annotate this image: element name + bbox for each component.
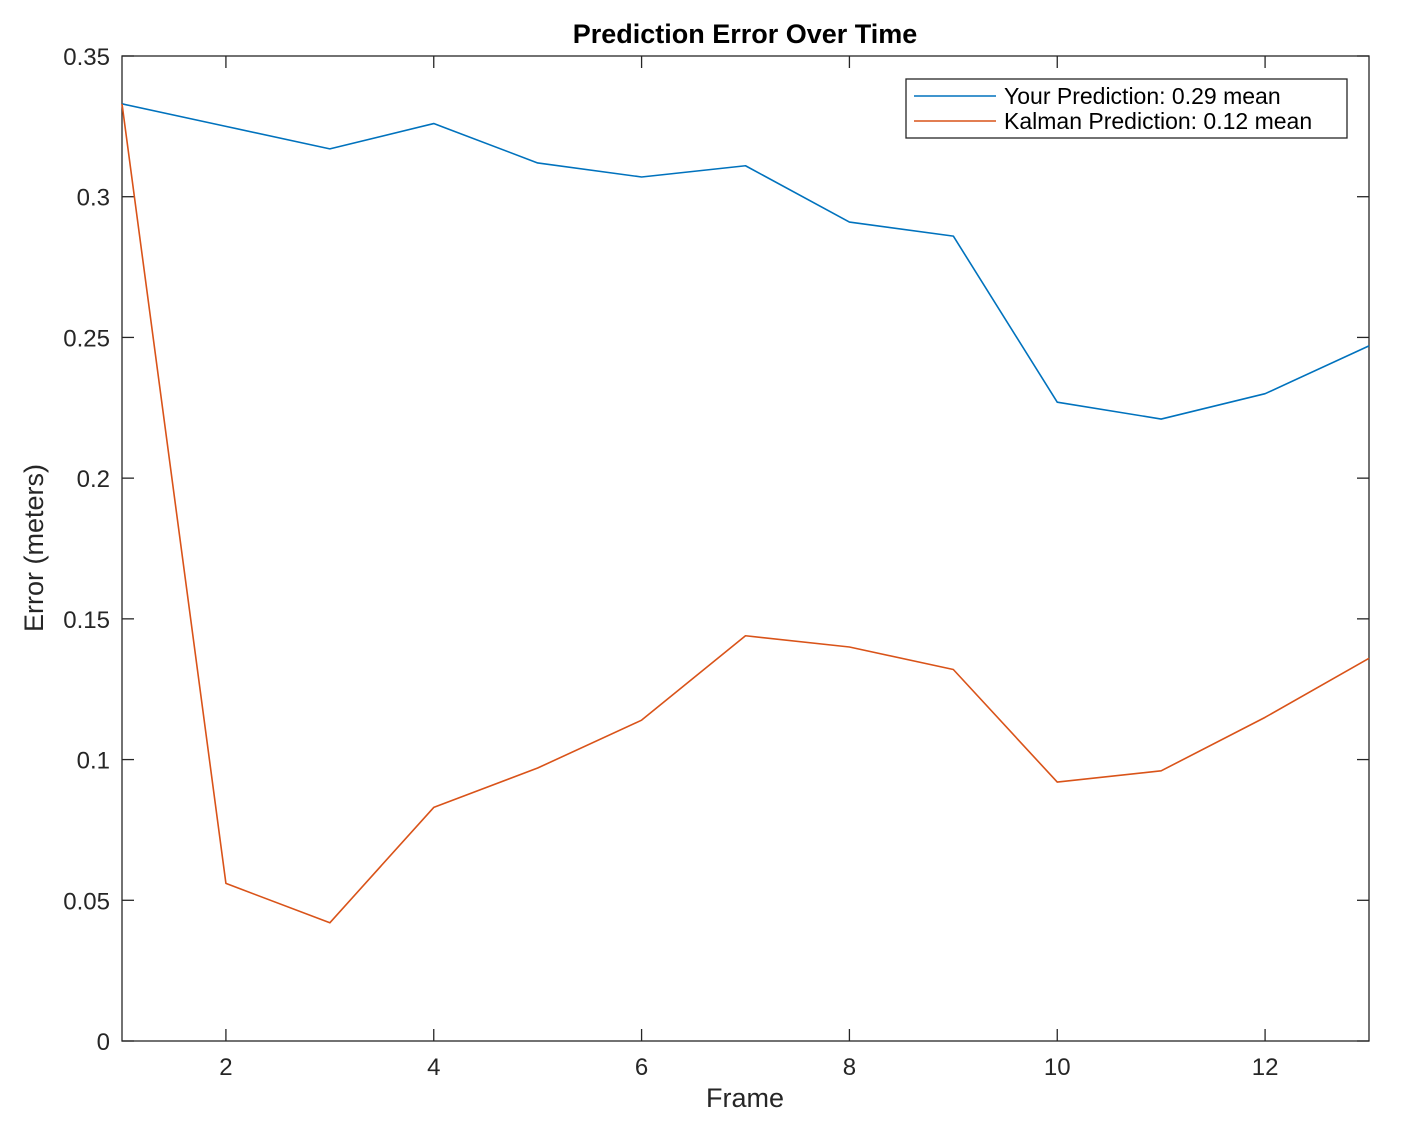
x-axis-label: Frame <box>706 1083 784 1113</box>
y-tick-label: 0.2 <box>77 466 110 493</box>
y-tick-label: 0.1 <box>77 748 110 775</box>
y-axis-label: Error (meters) <box>19 464 49 632</box>
legend-box <box>905 78 1348 139</box>
x-tick-label: 2 <box>219 1054 232 1081</box>
x-tick-label: 4 <box>427 1054 440 1081</box>
y-tick-label: 0.15 <box>63 607 110 634</box>
y-tick-label: 0.35 <box>63 44 110 71</box>
chart-title: Prediction Error Over Time <box>573 19 918 49</box>
x-tick-label: 12 <box>1252 1054 1279 1081</box>
x-tick-label: 6 <box>635 1054 648 1081</box>
y-tick-label: 0 <box>97 1029 110 1056</box>
axis-ticks: 2 4 6 8 10 12 0 0.05 0.1 0.15 0.2 0.25 0.3 0.35 <box>63 44 1369 1081</box>
y-tick-label: 0.25 <box>63 325 110 352</box>
y-tick-label: 0.3 <box>77 185 110 212</box>
plot-area <box>121 55 1370 1042</box>
series-line-1 <box>121 103 1370 420</box>
x-tick-label: 8 <box>843 1054 856 1081</box>
legend-entry-1: Your Prediction: 0.29 mean <box>1004 83 1281 109</box>
legend-entry-2: Kalman Prediction: 0.12 mean <box>1004 108 1312 134</box>
y-tick-label: 0.05 <box>63 888 110 915</box>
x-tick-label: 10 <box>1044 1054 1071 1081</box>
series-lines <box>121 103 1370 924</box>
series-line-2 <box>121 103 1370 924</box>
